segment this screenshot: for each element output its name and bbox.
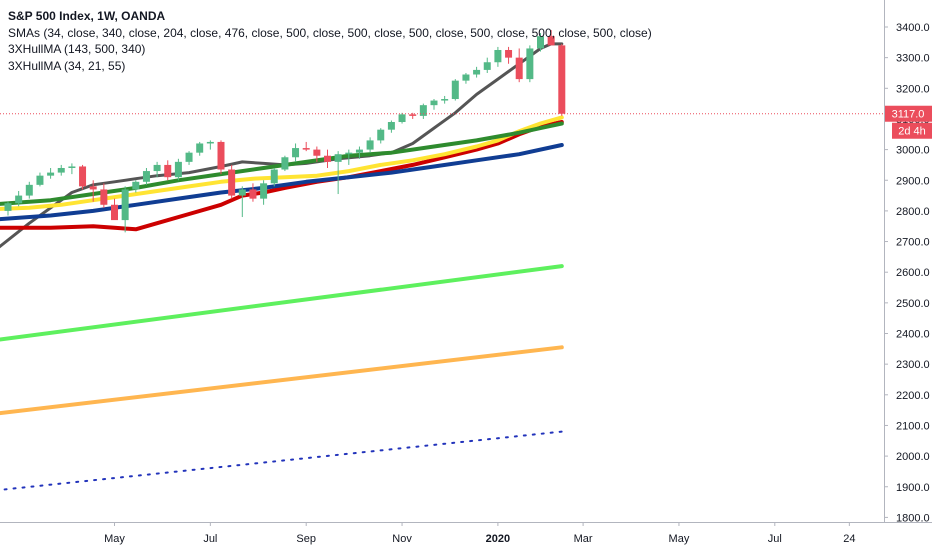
candle-down xyxy=(515,57,523,80)
candle-down xyxy=(313,149,321,156)
candle-up xyxy=(494,49,502,63)
y-tick-label: 1900.0 xyxy=(896,482,930,494)
y-tick-label: 2200.0 xyxy=(896,390,930,402)
y-tick-label: 2600.0 xyxy=(896,267,930,279)
y-tick-label: 3200.0 xyxy=(896,83,930,95)
candle-up xyxy=(238,189,246,196)
candle-down xyxy=(409,114,417,116)
y-tick-label: 2700.0 xyxy=(896,237,930,249)
candle-down xyxy=(547,36,555,46)
last-price-badge xyxy=(885,105,932,122)
candle-up xyxy=(483,62,491,70)
candle-up xyxy=(185,152,193,162)
candle-up xyxy=(451,80,459,100)
y-tick-label: 2500.0 xyxy=(896,298,930,310)
legend-hull-2[interactable]: 3XHullMA (34, 21, 55) xyxy=(8,58,126,73)
candle-up xyxy=(419,105,427,116)
y-tick-label: 3000.0 xyxy=(896,145,930,157)
candle-down xyxy=(324,155,331,162)
candle-up xyxy=(15,195,23,204)
ma-line-5 xyxy=(0,264,564,342)
candle-up xyxy=(441,99,449,101)
x-tick-label: Nov xyxy=(392,533,412,545)
x-tick-label: 2020 xyxy=(486,533,510,545)
y-tick-label: 2000.0 xyxy=(896,451,930,463)
candle-down xyxy=(79,166,87,187)
candle-up xyxy=(270,169,278,184)
legend: S&P 500 Index, 1W, OANDA SMAs (34, close… xyxy=(8,8,652,74)
y-tick-label: 2900.0 xyxy=(896,175,930,187)
candle-up xyxy=(206,141,214,144)
candle-up xyxy=(398,114,406,123)
x-tick-label: May xyxy=(669,533,690,545)
x-tick-label: 24 xyxy=(843,533,855,545)
y-tick-label: 2300.0 xyxy=(896,359,930,371)
legend-sma[interactable]: SMAs (34, close, 340, close, 204, close,… xyxy=(8,25,652,40)
candle-down xyxy=(228,169,236,196)
y-tick-label: 3300.0 xyxy=(896,53,930,65)
candle-up xyxy=(153,164,161,172)
candle-down xyxy=(164,164,172,178)
ma-line-2 xyxy=(0,115,564,211)
candle-up xyxy=(281,157,289,170)
candle-down xyxy=(89,186,97,190)
candle-up xyxy=(68,166,76,168)
candle-up xyxy=(355,149,363,153)
candle-up xyxy=(36,175,44,185)
x-tick-label: Sep xyxy=(296,533,316,545)
candle-down xyxy=(100,189,108,205)
candle-up xyxy=(430,100,438,106)
candle-up xyxy=(387,122,395,130)
legend-hull-1[interactable]: 3XHullMA (143, 500, 340) xyxy=(8,42,146,56)
candle-down xyxy=(505,49,513,58)
candle-up xyxy=(57,167,65,173)
x-tick-label: Jul xyxy=(203,533,217,545)
x-tick-label: May xyxy=(104,533,125,545)
candle-up xyxy=(377,129,385,141)
candle-up xyxy=(292,148,300,158)
x-tick-label: Jul xyxy=(768,533,782,545)
candle-down xyxy=(111,204,118,221)
ma-line-3 xyxy=(0,121,564,206)
candle-up xyxy=(345,152,353,155)
candle-up xyxy=(334,154,342,162)
y-tick-label: 3400.0 xyxy=(896,22,930,34)
ma-line-7 xyxy=(0,430,563,491)
ma-line-6 xyxy=(0,345,564,416)
last-price-label: 3117.0 xyxy=(892,109,925,121)
candle-down xyxy=(249,189,257,199)
y-tick-label: 2100.0 xyxy=(896,420,930,432)
y-tick-label: 2400.0 xyxy=(896,329,930,341)
y-tick-label: 1800.0 xyxy=(896,512,930,524)
candle-up xyxy=(196,143,204,153)
candle-up xyxy=(526,48,534,80)
candle-up xyxy=(366,140,374,150)
candle-up xyxy=(25,184,33,196)
y-tick-label: 2800.0 xyxy=(896,206,930,218)
countdown-badge xyxy=(892,122,932,139)
countdown-label: 2d 4h xyxy=(898,126,926,138)
candle-up xyxy=(537,36,544,49)
candle-up xyxy=(47,172,55,176)
candle-up xyxy=(142,171,150,182)
x-tick-label: Mar xyxy=(574,533,593,545)
candle-down xyxy=(558,45,566,114)
candle-up xyxy=(132,181,140,190)
candle-up xyxy=(473,69,481,75)
candle-up xyxy=(4,203,12,211)
ma-line-1 xyxy=(0,120,564,232)
candle-down xyxy=(217,141,225,170)
ma-line-4 xyxy=(0,143,564,222)
candle-up xyxy=(260,183,268,199)
candle-down xyxy=(302,148,310,150)
candle-up xyxy=(121,189,129,221)
candle-up xyxy=(462,74,470,81)
candle-up xyxy=(174,161,182,178)
chart-title: S&P 500 Index, 1W, OANDA xyxy=(8,9,166,23)
